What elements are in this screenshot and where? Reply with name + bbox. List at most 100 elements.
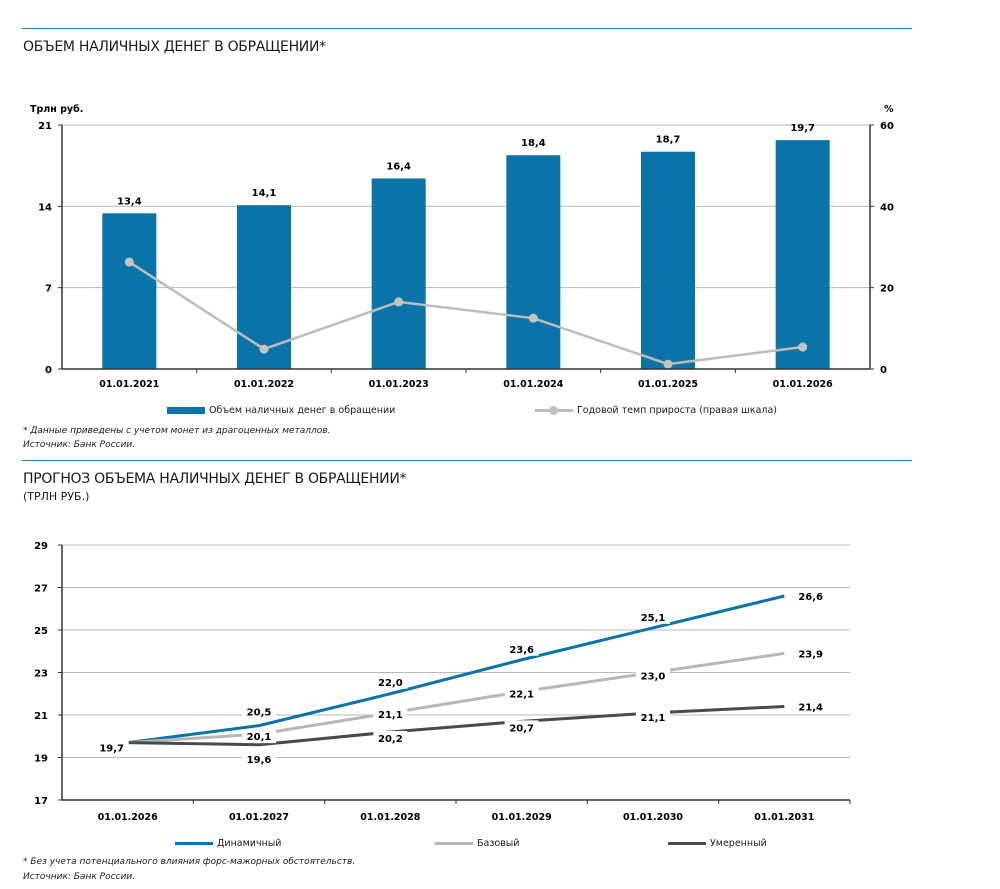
legend-swatch-bar xyxy=(167,407,205,414)
data-label: 23,6 xyxy=(509,645,534,656)
legend-label-moderate: Умеренный xyxy=(710,838,767,849)
y-tick-label: 21 xyxy=(38,121,52,132)
x-tick-label: 01.01.2025 xyxy=(638,379,698,390)
data-label-bg xyxy=(242,704,276,719)
data-label: 21,4 xyxy=(798,703,823,714)
x-tick-label: 01.01.2022 xyxy=(234,379,294,390)
growth-point xyxy=(394,297,404,307)
y-tick-label: 25 xyxy=(34,626,48,637)
legend-swatch-base xyxy=(435,842,473,845)
y-tick-label: 19 xyxy=(34,754,48,765)
chart1-y2label: % xyxy=(884,104,894,115)
middle-divider xyxy=(22,460,912,461)
legend-item-dynamic: Динамичный xyxy=(175,838,281,849)
y-tick-label: 23 xyxy=(34,669,48,680)
bar xyxy=(371,178,426,369)
chart2-footnote: * Без учета потенциального влияния форс-… xyxy=(23,857,356,867)
y-tick-label: 0 xyxy=(45,365,52,376)
legend-item-base: Базовый xyxy=(435,838,519,849)
dynamic-line xyxy=(127,594,785,745)
bar-data-label: 18,7 xyxy=(656,135,681,146)
y-tick-label: 29 xyxy=(34,541,48,552)
data-label-bg xyxy=(795,589,830,603)
chart2-subtitle: (ТРЛН РУБ.) xyxy=(23,490,90,503)
bar-data-label: 14,1 xyxy=(252,188,277,199)
chart1-ylabel: Трлн руб. xyxy=(30,104,83,115)
top-divider xyxy=(22,28,912,29)
x-tick-label: 01.01.2023 xyxy=(369,379,429,390)
chart2-title: ПРОГНОЗ ОБЪЕМА НАЛИЧНЫХ ДЕНЕГ В ОБРАЩЕНИ… xyxy=(23,471,407,487)
data-label: 21,1 xyxy=(641,713,666,724)
data-label-bg xyxy=(242,729,276,744)
growth-point xyxy=(124,257,134,267)
legend-label-dynamic: Динамичный xyxy=(217,838,282,849)
data-label-bg xyxy=(636,668,670,683)
legend-swatch-moderate xyxy=(668,842,706,845)
data-label: 20,7 xyxy=(509,723,534,734)
legend-marker-dot xyxy=(549,406,558,415)
data-label: 26,6 xyxy=(798,592,823,603)
base-line xyxy=(127,651,785,745)
data-label: 20,5 xyxy=(247,708,272,719)
data-label-bg xyxy=(795,646,830,661)
data-label: 21,1 xyxy=(378,710,403,721)
legend-label-base: Базовый xyxy=(477,838,520,849)
chart1-source: Источник: Банк России. xyxy=(23,440,136,450)
y2-tick-label: 40 xyxy=(880,202,894,213)
data-label: 23,9 xyxy=(798,649,823,660)
x-tick-label: 01.01.2028 xyxy=(360,812,420,823)
y2-tick-label: 0 xyxy=(880,365,887,376)
data-label: 19,7 xyxy=(99,744,124,755)
bar xyxy=(506,155,561,369)
data-label: 22,0 xyxy=(378,678,403,689)
data-label-bg xyxy=(636,609,670,624)
data-label-bg xyxy=(373,706,408,721)
chart1-title: ОБЪЕМ НАЛИЧНЫХ ДЕНЕГ В ОБРАЩЕНИИ* xyxy=(23,39,326,55)
x-tick-label: 01.01.2021 xyxy=(99,379,159,390)
moderate-line xyxy=(127,705,785,747)
data-label: 23,0 xyxy=(641,672,666,683)
legend-swatch-dynamic xyxy=(175,842,213,845)
data-label-bg xyxy=(795,699,830,714)
data-label-bg xyxy=(373,731,408,745)
x-tick-label: 01.01.2024 xyxy=(503,379,563,390)
x-tick-label: 01.01.2030 xyxy=(623,812,683,823)
y2-tick-label: 60 xyxy=(880,121,894,132)
growth-point xyxy=(798,342,808,352)
y-tick-label: 27 xyxy=(34,584,48,595)
data-label-bg xyxy=(94,740,129,755)
growth-point xyxy=(259,344,269,354)
y-tick-label: 21 xyxy=(34,711,48,722)
x-tick-label: 01.01.2026 xyxy=(773,379,833,390)
chart2-source: Источник: Банк России. xyxy=(23,872,136,882)
legend-label-growth: Годовой темп прироста (правая шкала) xyxy=(577,405,778,416)
chart2: 17 19 21 23 25 27 29 01.01.2026 01.01.2027 01.01.… xyxy=(34,541,851,823)
data-label: 25,1 xyxy=(641,613,666,624)
x-tick-label: 01.01.2031 xyxy=(754,812,814,823)
data-label-bg xyxy=(636,709,670,724)
bar xyxy=(102,213,157,369)
bar xyxy=(641,151,695,369)
y-tick-label: 7 xyxy=(45,284,52,295)
y-tick-label: 17 xyxy=(34,796,48,807)
bar-data-label: 19,7 xyxy=(790,123,815,134)
bar xyxy=(775,140,830,369)
data-label: 22,1 xyxy=(509,690,534,701)
chart1-footnote: * Данные приведены с учетом монет из дра… xyxy=(23,426,331,436)
data-label-bg xyxy=(504,720,539,735)
legend-label-bars: Объем наличных денег в обращении xyxy=(209,405,396,416)
growth-point xyxy=(528,313,538,323)
y2-tick-label: 20 xyxy=(880,284,894,295)
x-tick-label: 01.01.2027 xyxy=(229,812,289,823)
bar-data-label: 18,4 xyxy=(521,138,546,149)
data-label-bg xyxy=(504,686,539,701)
growth-point xyxy=(663,359,673,369)
data-label-bg xyxy=(373,674,408,689)
x-tick-label: 01.01.2026 xyxy=(98,812,158,823)
data-label: 19,6 xyxy=(247,755,272,766)
legend-item-growth: Годовой темп прироста (правая шкала) xyxy=(535,405,777,416)
chart1: Трлн руб. % 0 7 14 21 0 20 40 60 13,4 01.01.2021 1… xyxy=(30,104,894,390)
legend-item-moderate: Умеренный xyxy=(668,838,767,849)
legend-item-bars: Объем наличных денег в обращении xyxy=(167,405,395,416)
data-label: 20,2 xyxy=(378,734,403,745)
